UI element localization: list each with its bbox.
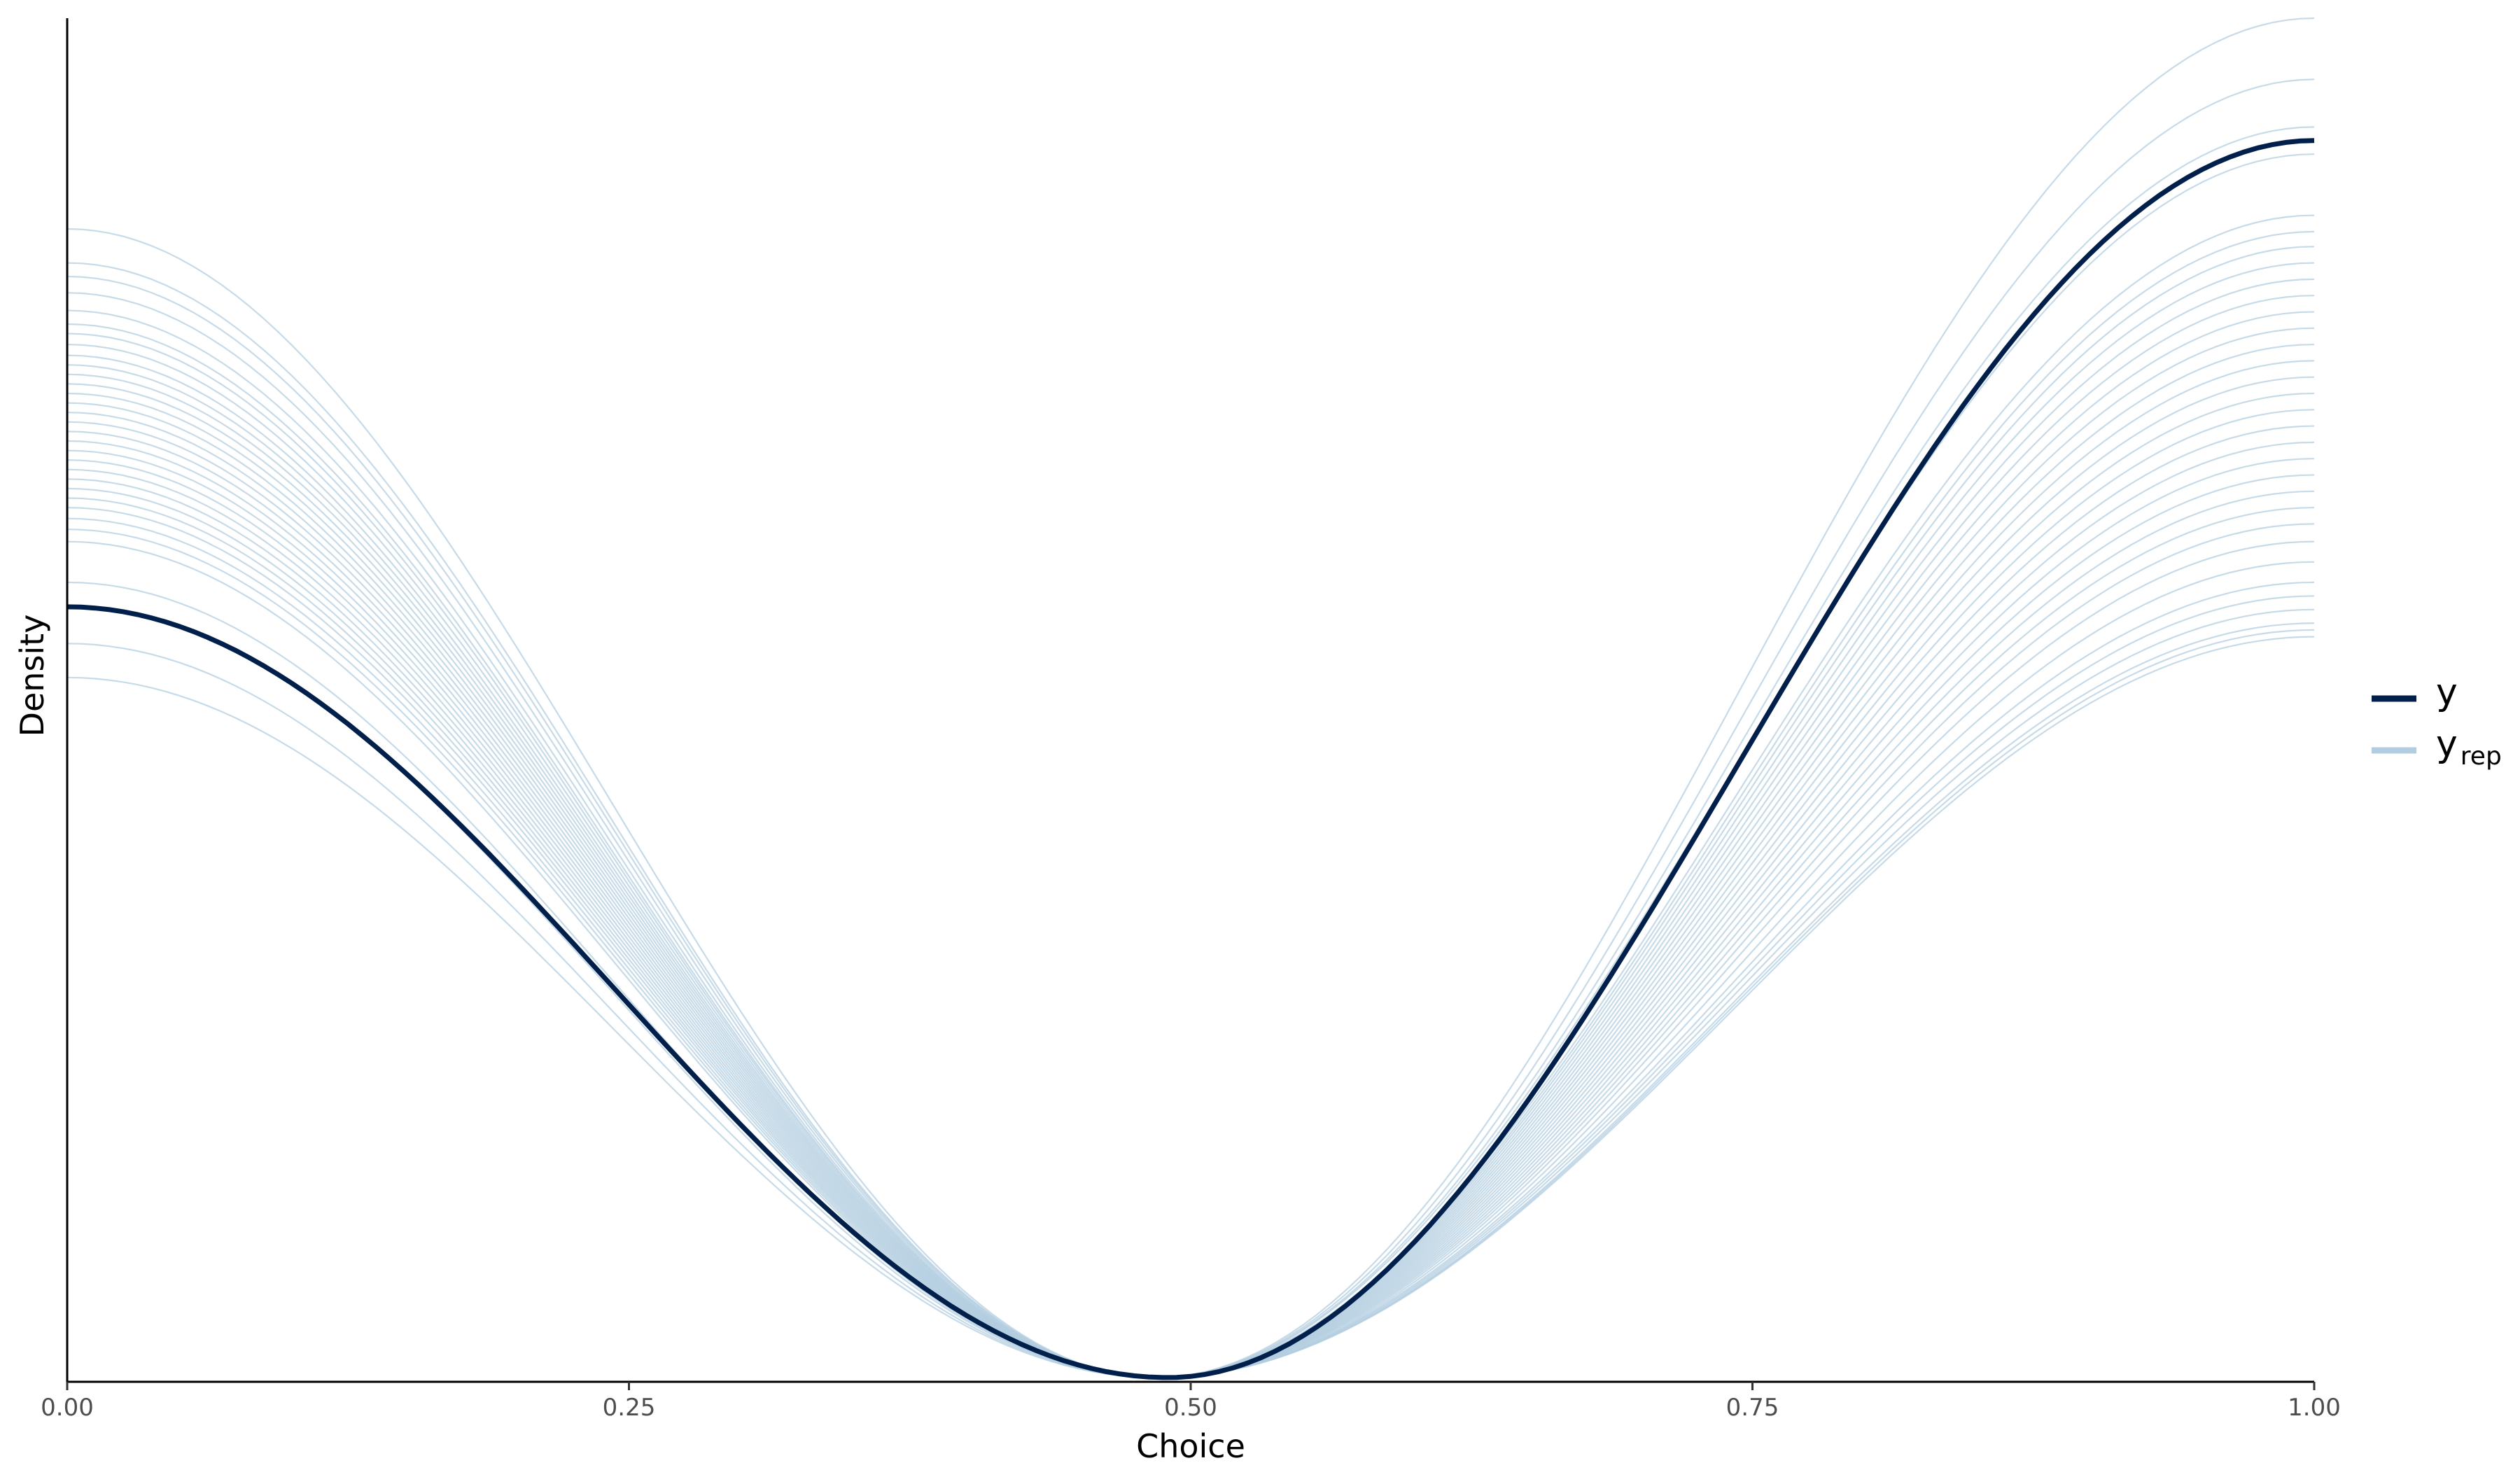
- observed-density-line: [66, 138, 2315, 1380]
- legend-label-yrep: y rep: [2436, 723, 2502, 771]
- legend-label-yrep-sub: rep: [2460, 742, 2502, 771]
- legend: y y rep: [2372, 671, 2502, 771]
- legend-label-y: y: [2436, 671, 2458, 713]
- x-tick-label: 0.75: [1726, 1394, 1779, 1422]
- legend-label-yrep-main: y: [2436, 723, 2458, 765]
- x-tick-label: 0.50: [1164, 1394, 1217, 1422]
- observed-line-group: [66, 138, 2315, 1380]
- x-axis-title: Choice: [1136, 1427, 1245, 1465]
- x-axis-ticks: 0.00 0.25 0.50 0.75 1.00: [41, 1382, 2341, 1422]
- x-tick-label: 1.00: [2288, 1394, 2341, 1422]
- x-tick-label: 0.00: [41, 1394, 94, 1422]
- y-axis-title: Density: [13, 615, 51, 737]
- x-tick-label: 0.25: [603, 1394, 656, 1422]
